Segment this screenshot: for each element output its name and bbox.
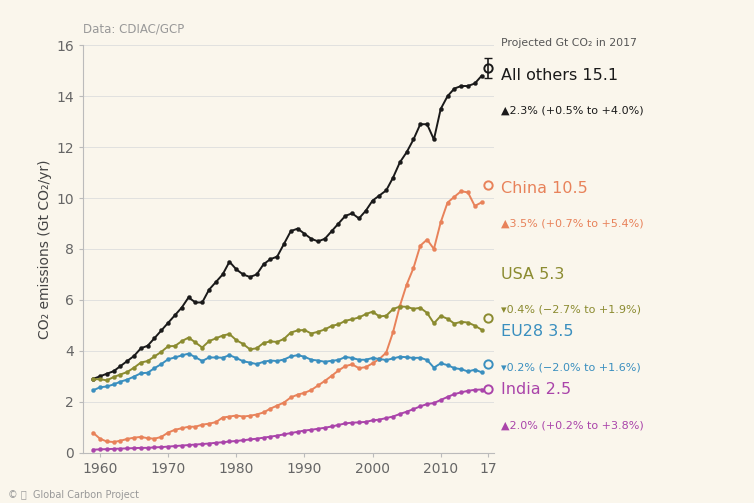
Text: ▲2.0% (+0.2% to +3.8%): ▲2.0% (+0.2% to +3.8%) (501, 420, 644, 430)
Text: China 10.5: China 10.5 (501, 181, 588, 196)
Text: India 2.5: India 2.5 (501, 382, 572, 397)
Text: ▲2.3% (+0.5% to +4.0%): ▲2.3% (+0.5% to +4.0%) (501, 106, 644, 116)
Y-axis label: CO₂ emissions (Gt CO₂/yr): CO₂ emissions (Gt CO₂/yr) (38, 159, 52, 339)
Text: All others 15.1: All others 15.1 (501, 68, 618, 83)
Text: ▾0.4% (−2.7% to +1.9%): ▾0.4% (−2.7% to +1.9%) (501, 304, 642, 314)
Text: USA 5.3: USA 5.3 (501, 267, 565, 282)
Text: ▲3.5% (+0.7% to +5.4%): ▲3.5% (+0.7% to +5.4%) (501, 219, 644, 229)
Text: Projected Gt CO₂ in 2017: Projected Gt CO₂ in 2017 (501, 38, 637, 48)
Text: © ⓘ  Global Carbon Project: © ⓘ Global Carbon Project (8, 490, 139, 500)
Text: Data: CDIAC/GCP: Data: CDIAC/GCP (83, 22, 184, 35)
Text: ▾0.2% (−2.0% to +1.6%): ▾0.2% (−2.0% to +1.6%) (501, 362, 641, 372)
Text: EU28 3.5: EU28 3.5 (501, 324, 574, 340)
